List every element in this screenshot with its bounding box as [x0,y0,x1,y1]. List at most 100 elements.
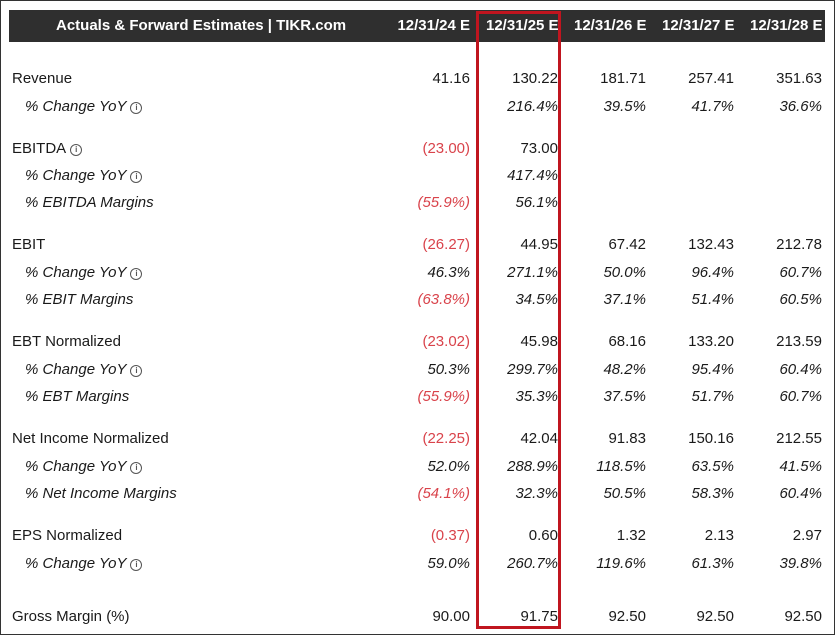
row-label: EPS Normalized [12,527,123,544]
value-cell: 73.00 [520,140,558,157]
row-ebt-margins: % EBT Margins (55.9%) 35.3% 37.5% 51.7% … [9,385,825,409]
value-cell: 34.5% [515,291,558,308]
value-cell: (26.27) [422,236,470,253]
info-circle-icon[interactable]: i [130,365,143,377]
value-cell: 59.0% [427,555,470,572]
value-cell: 61.3% [691,555,734,572]
info-circle-icon[interactable]: i [130,462,143,474]
value-cell: 56.1% [515,194,558,211]
info-circle-icon[interactable]: i [70,144,83,156]
row-ebit-change-yoy: % Change YoY i 46.3% 271.1% 50.0% 96.4% 6… [9,261,825,285]
value-cell: 119.6% [596,555,646,572]
value-cell: (0.37) [430,527,470,544]
value-cell: 213.59 [776,333,822,350]
value-cell: (55.9%) [417,388,470,405]
value-cell: 96.4% [691,264,734,281]
value-cell: 60.7% [779,264,822,281]
row-label: % EBIT Margins [25,291,134,308]
period-header: 12/31/24 E [397,17,470,34]
row-ebt-change-yoy: % Change YoY i 50.3% 299.7% 48.2% 95.4% 6… [9,358,825,382]
table-header: Actuals & Forward Estimates | TIKR.com 1… [9,10,825,42]
value-cell: 2.13 [704,527,734,544]
value-cell: 260.7% [507,555,558,572]
info-circle-icon[interactable]: i [130,268,143,280]
row-label: Gross Margin (%) [12,608,130,625]
value-cell: 216.4% [507,98,558,115]
value-cell: 299.7% [507,361,558,378]
row-revenue: Revenue 41.16 130.22 181.71 257.41 351.6… [9,67,825,91]
value-cell: 271.1% [507,264,558,281]
row-net-income-change-yoy: % Change YoY i 52.0% 288.9% 118.5% 63.5% … [9,455,825,479]
value-cell: 288.9% [507,458,558,475]
value-cell: 50.3% [427,361,470,378]
row-label: % Net Income Margins [25,485,177,502]
value-cell: 92.50 [608,608,646,625]
value-cell: (22.25) [422,430,470,447]
info-circle-icon[interactable]: i [130,102,143,114]
value-cell: 41.7% [691,98,734,115]
row-ebitda-change-yoy: % Change YoY i 417.4% [9,164,825,188]
value-cell: 67.42 [608,236,646,253]
value-cell: 130.22 [512,70,558,87]
period-header: 12/31/28 E [750,17,823,34]
period-header: 12/31/25 E [486,17,559,34]
row-label: % Change YoY [25,361,127,378]
value-cell: 39.8% [779,555,822,572]
row-label: % Change YoY [25,98,127,115]
value-cell: 35.3% [515,388,558,405]
value-cell: 257.41 [688,70,734,87]
row-ebit-margins: % EBIT Margins (63.8%) 34.5% 37.1% 51.4%… [9,288,825,312]
value-cell: 92.50 [696,608,734,625]
row-revenue-change-yoy: % Change YoY i 216.4% 39.5% 41.7% 36.6% [9,95,825,119]
value-cell: 39.5% [603,98,646,115]
row-label: Revenue [12,70,73,87]
value-cell: 118.5% [596,458,646,475]
info-circle-icon[interactable]: i [130,559,143,571]
row-label: % Change YoY [25,167,127,184]
value-cell: 51.4% [691,291,734,308]
value-cell: 37.1% [603,291,646,308]
value-cell: 1.32 [616,527,646,544]
value-cell: 212.55 [776,430,822,447]
value-cell: 60.7% [779,388,822,405]
value-cell: (23.00) [422,140,470,157]
value-cell: 32.3% [515,485,558,502]
value-cell: 41.16 [432,70,470,87]
row-eps-normalized: EPS Normalized (0.37) 0.60 1.32 2.13 2.9… [9,524,825,548]
value-cell: 36.6% [779,98,822,115]
value-cell: 58.3% [691,485,734,502]
value-cell: 68.16 [608,333,646,350]
row-net-income-margins: % Net Income Margins (54.1%) 32.3% 50.5%… [9,482,825,506]
row-label: % Change YoY [25,264,127,281]
value-cell: (23.02) [422,333,470,350]
row-label: EBIT [12,236,46,253]
row-label: EBT Normalized [12,333,121,350]
row-ebit: EBIT (26.27) 44.95 67.42 132.43 212.78 [9,233,825,257]
value-cell: 48.2% [603,361,646,378]
value-cell: (55.9%) [417,194,470,211]
value-cell: 46.3% [427,264,470,281]
value-cell: 417.4% [507,167,558,184]
row-label: % EBITDA Margins [25,194,154,211]
value-cell: 91.83 [608,430,646,447]
row-gross-margin: Gross Margin (%) 90.00 91.75 92.50 92.50… [9,605,825,629]
value-cell: 95.4% [691,361,734,378]
value-cell: 133.20 [688,333,734,350]
info-circle-icon[interactable]: i [130,171,143,183]
row-label: EBITDA [12,140,67,157]
value-cell: 45.98 [520,333,558,350]
value-cell: 2.97 [792,527,822,544]
value-cell: 42.04 [520,430,558,447]
value-cell: 90.00 [432,608,470,625]
value-cell: 44.95 [520,236,558,253]
value-cell: (54.1%) [417,485,470,502]
period-header: 12/31/26 E [574,17,647,34]
value-cell: 63.5% [691,458,734,475]
value-cell: 150.16 [688,430,734,447]
value-cell: 60.4% [779,485,822,502]
row-label: % Change YoY [25,458,127,475]
value-cell: 52.0% [427,458,470,475]
row-ebitda-margins: % EBITDA Margins (55.9%) 56.1% [9,191,825,215]
value-cell: 132.43 [688,236,734,253]
